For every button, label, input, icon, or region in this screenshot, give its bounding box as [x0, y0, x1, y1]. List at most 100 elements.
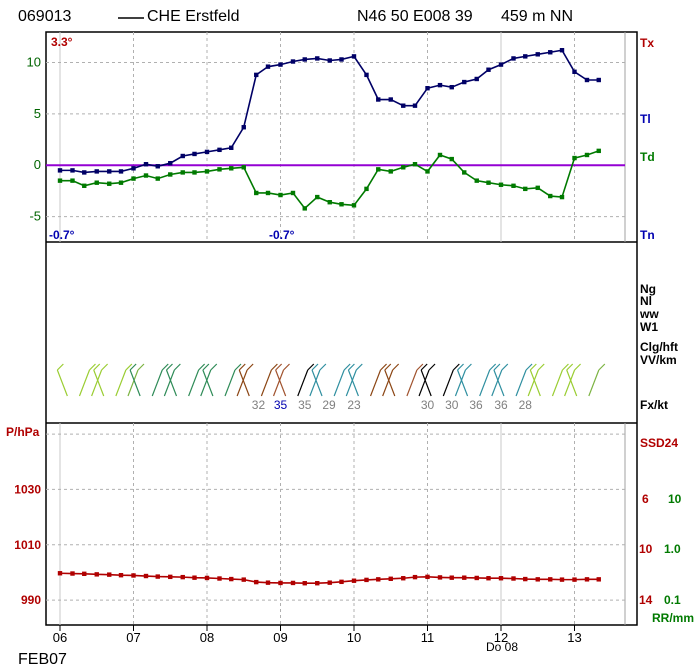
- td-series-point: [143, 173, 149, 178]
- wind-barb-feather: [93, 363, 101, 371]
- tl-series-point: [131, 166, 136, 171]
- wind-barb-feather: [275, 363, 283, 371]
- pressure-series-point: [241, 577, 246, 582]
- td-series-line: [60, 150, 600, 210]
- wind-barb-feather: [283, 363, 290, 371]
- tl-series-point: [486, 67, 491, 72]
- tl-series-point: [180, 153, 185, 159]
- tn-label: Tn: [640, 228, 655, 242]
- tl-series-point: [437, 82, 443, 88]
- td-series-point: [425, 169, 430, 174]
- ng-label: Ng: [640, 282, 656, 296]
- gust-label: 30: [445, 398, 459, 412]
- ww-label: ww: [640, 307, 659, 321]
- tx-max-value: 3.3°: [51, 35, 73, 49]
- clg-label: Clg/hft: [640, 340, 678, 354]
- wind-barb: [165, 369, 178, 397]
- wind-barb-feather: [347, 363, 355, 371]
- tl-series-point: [548, 50, 553, 55]
- tl-series-point: [118, 169, 124, 174]
- td-series-point: [302, 206, 307, 211]
- rr-tick-0-1: 0.1: [664, 593, 681, 607]
- chart-frame: [45, 31, 638, 626]
- td-series-point: [486, 180, 491, 185]
- wind-barb: [345, 369, 357, 397]
- wind-barb-feather: [501, 363, 509, 371]
- tl-series-point: [302, 57, 307, 62]
- tl-series-point: [449, 84, 454, 90]
- td-series-point: [57, 178, 63, 183]
- tl-series-point: [290, 59, 296, 64]
- ssd24-label: SSD24: [640, 436, 679, 450]
- pressure-series-point: [168, 574, 173, 580]
- pressure-tick-label: 1010: [14, 538, 41, 552]
- wind-barb: [418, 369, 430, 397]
- td-series-point: [388, 169, 393, 174]
- wind-barb: [91, 369, 103, 397]
- pressure-series-point: [82, 571, 87, 577]
- station-id: 069013: [18, 8, 72, 25]
- pressure-series-point: [486, 576, 491, 581]
- wind-barb-feather: [234, 363, 242, 371]
- pressure-series-point: [548, 577, 553, 582]
- wind-barb: [442, 369, 454, 397]
- wind-barb: [588, 369, 600, 397]
- td-series-point: [596, 148, 601, 154]
- pressure-tick-label: 990: [21, 593, 41, 607]
- tl-series-point: [70, 168, 75, 173]
- wind-barb-feather: [489, 363, 497, 371]
- temp-tick-label: 0: [34, 157, 41, 172]
- wind-barbs-plot: 32 35 35 29 23 30 30 36 36 28: [56, 363, 606, 412]
- gust-label: 23: [347, 398, 361, 412]
- td-series-point: [82, 183, 87, 188]
- wind-barb-feather: [56, 363, 64, 371]
- tl-series-point: [425, 86, 430, 91]
- x-tick-label: 07: [126, 630, 140, 645]
- axis-labels: -5 0 5 10 990 1010 1030 06 07 08 09 10 11 12 13: [14, 55, 581, 645]
- tl-series-point: [143, 162, 149, 167]
- wind-barb: [333, 369, 345, 397]
- pressure-series-point: [351, 578, 357, 583]
- wind-barb-feather: [202, 363, 210, 371]
- wind-barb-feather: [416, 363, 424, 371]
- wind-barb: [202, 369, 214, 397]
- gust-label: 35: [274, 398, 288, 412]
- wind-barb-feather: [493, 363, 501, 371]
- pressure-series-point: [180, 574, 185, 580]
- tl-series-point: [388, 97, 393, 102]
- pressure-series-point: [204, 575, 210, 581]
- td-series-point: [511, 183, 516, 188]
- gust-label: 35: [298, 398, 312, 412]
- wind-barb-feather: [343, 363, 351, 371]
- td-series-point: [559, 194, 565, 200]
- wind-barb: [527, 369, 539, 397]
- wind-barb: [493, 369, 505, 397]
- x-tick-label: 06: [53, 630, 67, 645]
- tl-series-point: [474, 76, 479, 82]
- td-series-point: [229, 166, 234, 171]
- td-series-point: [449, 156, 454, 162]
- wind-barb-feather: [319, 363, 327, 371]
- wind-barb: [93, 369, 105, 397]
- wind-barb: [115, 369, 127, 397]
- td-series-point: [572, 155, 577, 161]
- td-series-point: [155, 176, 160, 181]
- tn-min-value-left: -0.7°: [49, 228, 75, 242]
- pressure-series-point: [559, 577, 565, 582]
- wind-barb: [311, 369, 323, 397]
- tl-series-point: [315, 56, 320, 61]
- td-series-point: [327, 200, 332, 205]
- temp-tick-label: -5: [29, 209, 41, 224]
- wind-barb: [551, 369, 564, 397]
- tl-series-point: [168, 160, 173, 166]
- td-series-point: [401, 165, 406, 170]
- td-series-point: [265, 190, 271, 196]
- x-tick-label: 09: [273, 630, 287, 645]
- wind-barb: [369, 369, 382, 397]
- wind-barb: [347, 369, 359, 397]
- pressure-tick-label: 1030: [14, 482, 41, 496]
- wind-barb-feather: [246, 363, 254, 371]
- pressure-series-point: [474, 575, 479, 581]
- tl-series-point: [584, 77, 590, 83]
- pressure-series-point: [401, 576, 406, 581]
